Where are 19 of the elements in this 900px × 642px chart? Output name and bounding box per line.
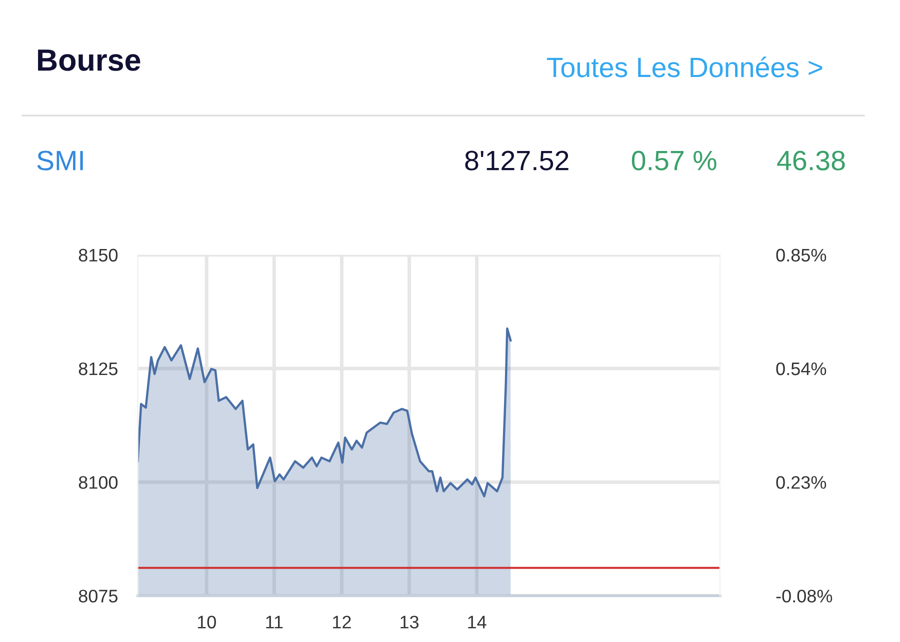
text: Toutes Les Données > <box>546 56 822 78</box>
x-tick-label: 11 <box>266 616 283 628</box>
text: 0.57 % <box>632 150 716 170</box>
text: SMI <box>37 150 83 170</box>
y-tick-label: 8125 <box>78 362 118 376</box>
text: 8'127.52 <box>465 150 568 170</box>
y2-tick-label: 0.85% <box>776 248 826 262</box>
x-tick-label: 13 <box>400 616 419 628</box>
y2-tick-label: -0.08% <box>776 590 832 602</box>
text: 46.38 <box>777 150 845 170</box>
y-tick-label: 8100 <box>78 476 118 489</box>
y-tick-label: 8150 <box>78 248 118 262</box>
chart-title: Bourse <box>38 50 140 71</box>
x-tick-label: 12 <box>333 616 351 628</box>
y2-tick-label: 0.23% <box>776 476 826 489</box>
y-tick-label: 8075 <box>78 590 118 602</box>
x-tick-label: 14 <box>468 616 486 628</box>
y2-tick-label: 0.54% <box>776 362 826 376</box>
x-tick-label: 10 <box>198 616 216 628</box>
